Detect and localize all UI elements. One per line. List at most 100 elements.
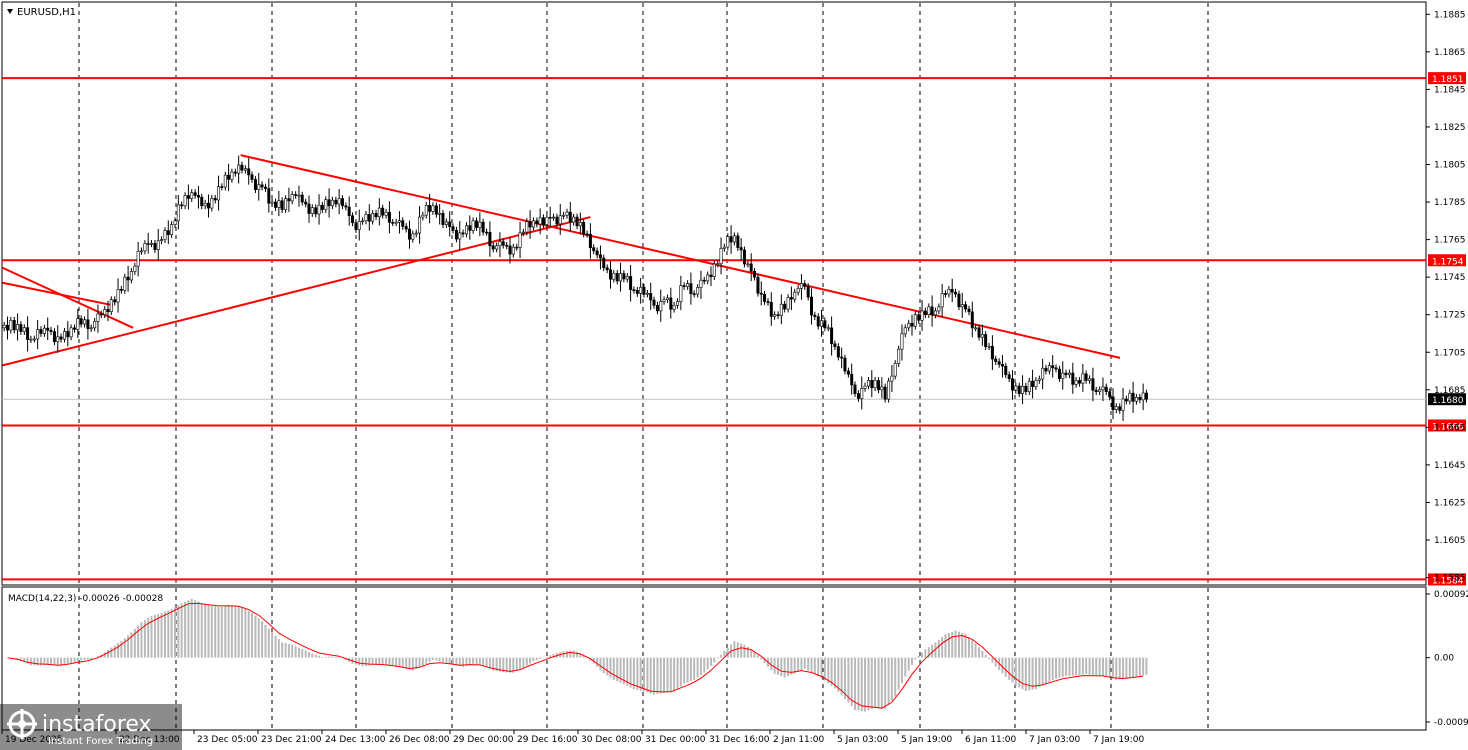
candle-body: [1004, 365, 1008, 376]
candle-body: [732, 235, 736, 243]
symbol-menu-icon[interactable]: [7, 9, 13, 14]
candle-body: [1068, 372, 1072, 376]
candle-body: [870, 380, 874, 389]
candle-body: [873, 380, 877, 389]
candle-body: [726, 236, 730, 248]
candle-body: [622, 273, 626, 280]
candle-body: [1088, 378, 1092, 381]
candle-body: [649, 292, 653, 301]
price-tick-label: 1.1605: [1434, 536, 1466, 546]
candle-body: [250, 174, 254, 180]
candle-body: [374, 213, 378, 218]
time-label: 30 Dec 08:00: [581, 735, 642, 745]
time-label: 29 Dec 16:00: [517, 735, 578, 745]
candle-body: [69, 327, 73, 338]
time-label: 5 Jan 19:00: [901, 735, 953, 745]
candle-body: [233, 171, 237, 174]
candle-body: [270, 201, 274, 204]
candle-body: [625, 276, 629, 280]
candle-body: [806, 286, 810, 298]
candle-body: [119, 289, 123, 291]
candle-body: [766, 301, 770, 303]
candles: [2, 155, 1148, 421]
candle-body: [752, 271, 756, 278]
candle-body: [96, 313, 100, 322]
candle-body: [1057, 368, 1061, 379]
candle-body: [418, 216, 422, 234]
instaforex-logo-icon: [7, 709, 37, 739]
candle-body: [823, 320, 827, 329]
candle-body: [615, 273, 619, 282]
candle-body: [280, 200, 284, 210]
candle-body: [642, 286, 646, 295]
price-panel[interactable]: [1, 1, 1427, 586]
candle-body: [984, 334, 988, 347]
price-tick-label: 1.1625: [1434, 498, 1466, 508]
candle-body: [913, 314, 917, 327]
candle-body: [742, 249, 746, 265]
candle-body: [451, 226, 455, 231]
candle-body: [994, 358, 998, 362]
candle-body: [712, 263, 716, 277]
macd-tick-label: 0.00: [1434, 654, 1454, 664]
candle-body: [699, 279, 703, 288]
candle-body: [210, 197, 214, 209]
candle-body: [803, 283, 807, 287]
candle-body: [253, 179, 257, 190]
candle-body: [531, 220, 535, 228]
candle-body: [203, 202, 207, 207]
candle-body: [176, 204, 180, 222]
candle-body: [334, 199, 338, 205]
candle-body: [458, 232, 462, 240]
candle-body: [1078, 380, 1082, 384]
price-tick-label: 1.1745: [1434, 273, 1466, 283]
candle-body: [170, 224, 174, 236]
candle-body: [910, 322, 914, 327]
candle-body: [136, 251, 140, 267]
macd-indicator: 0.00092 0.00 -0.00093: [7, 590, 1468, 728]
candle-body: [2, 324, 6, 329]
candle-body: [528, 221, 532, 228]
candle-body: [401, 220, 405, 227]
candle-body: [79, 318, 83, 325]
price-tick-label: 1.1885: [1434, 10, 1466, 20]
candle-body: [227, 174, 231, 180]
candle-body: [598, 254, 602, 259]
candle-body: [575, 216, 579, 227]
candle-body: [1044, 367, 1048, 372]
candle-body: [106, 309, 110, 312]
candle-body: [816, 316, 820, 327]
candle-body: [431, 205, 435, 212]
candle-body: [32, 338, 36, 341]
candle-body: [173, 220, 177, 225]
candle-body: [498, 241, 502, 247]
candle-body: [404, 226, 408, 230]
candle-body: [240, 164, 244, 171]
candle-body: [917, 314, 921, 321]
candle-body: [491, 245, 495, 250]
candle-body: [572, 216, 576, 223]
candle-body: [689, 283, 693, 294]
candle-body: [354, 222, 358, 230]
candle-body: [877, 380, 881, 391]
candle-body: [830, 327, 834, 345]
candle-body: [729, 236, 733, 243]
candle-body: [612, 273, 616, 280]
candle-body: [277, 200, 281, 208]
candle-body: [947, 289, 951, 295]
candle-body: [933, 310, 937, 316]
candle-body: [1034, 380, 1038, 387]
candle-body: [722, 246, 726, 249]
candle-body: [632, 289, 636, 292]
candle-body: [317, 204, 321, 215]
candle-body: [659, 301, 663, 312]
candle-body: [133, 265, 137, 272]
candle-body: [371, 213, 375, 222]
candle-body: [1141, 392, 1145, 401]
candle-body: [448, 221, 452, 227]
candle-body: [619, 273, 623, 282]
price-tick-label: 1.1685: [1434, 386, 1466, 396]
candle-body: [883, 386, 887, 400]
candle-body: [495, 245, 499, 250]
